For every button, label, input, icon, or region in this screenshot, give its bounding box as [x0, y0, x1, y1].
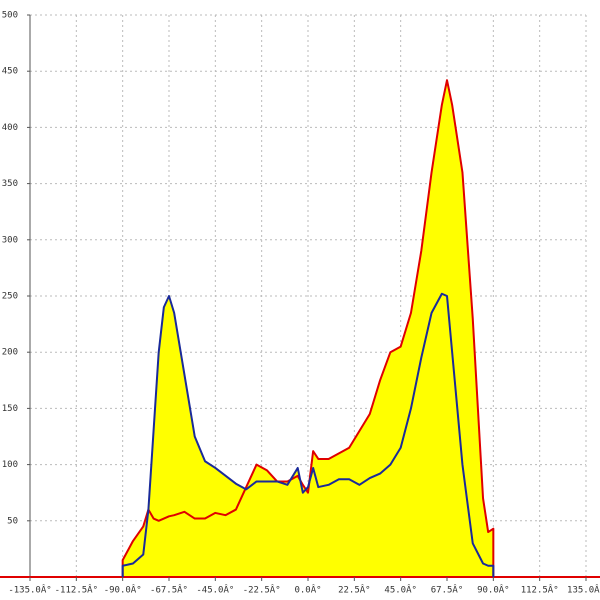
x-tick-label: -112.5Â°: [55, 584, 98, 596]
y-tick-label: 450: [2, 67, 18, 77]
x-tick-label: -22.5Â°: [243, 584, 281, 596]
area-fill: [122, 293, 494, 577]
y-tick-label: 300: [2, 235, 18, 245]
lines: [121, 79, 495, 577]
x-tick-label: 22.5Â°: [338, 584, 371, 596]
y-tick-label: 350: [2, 179, 18, 189]
x-tick-label: -45.0Â°: [196, 584, 234, 596]
areas: [122, 80, 494, 577]
x-tick-label: -90.0Â°: [104, 584, 142, 596]
labels: 50 100 150 200 250 300 350 400 450 500 -135.0Â° -11…: [2, 11, 600, 596]
x-tick-label: 0.0Â°: [294, 584, 321, 596]
y-tick-label: 250: [2, 292, 18, 302]
x-tick-label: 135.0Â°: [567, 584, 600, 596]
y-tick-label: 400: [2, 123, 18, 133]
series-line: [121, 292, 495, 577]
x-tick-label: 67.5Â°: [431, 584, 464, 596]
y-tick-label: 200: [2, 348, 18, 358]
x-tick-label: 45.0Â°: [384, 584, 417, 596]
y-tick-label: 500: [2, 11, 18, 21]
x-tick-label: 90.0Â°: [477, 584, 510, 596]
y-tick-label: 150: [2, 404, 18, 414]
x-tick-label: -135.0Â°: [8, 584, 51, 596]
y-tick-label: 100: [2, 460, 18, 470]
x-tick-label: -67.5Â°: [150, 584, 188, 596]
x-tick-label: 112.5Â°: [521, 584, 559, 596]
y-tick-label: 50: [7, 516, 18, 526]
